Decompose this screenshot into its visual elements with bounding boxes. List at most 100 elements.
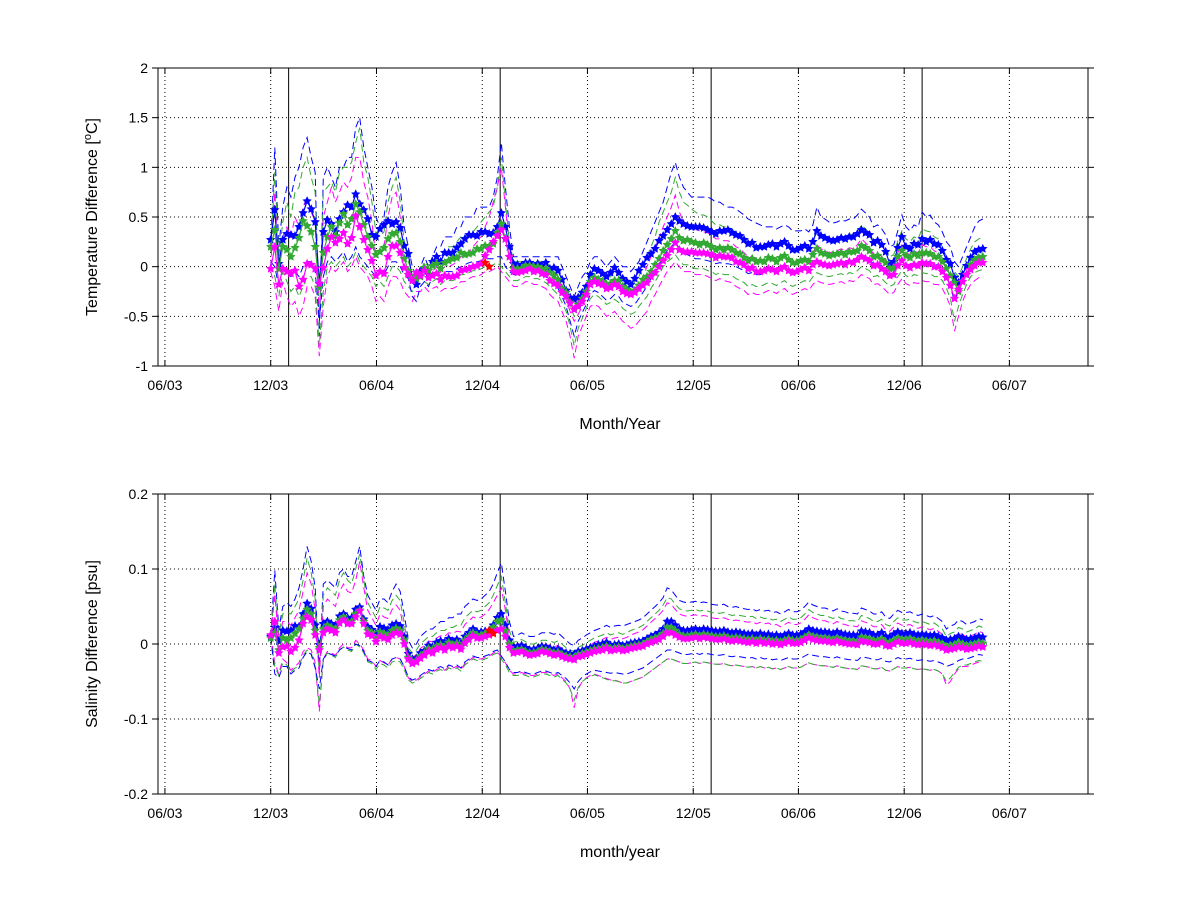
temperature-series-2-point <box>342 238 353 248</box>
temperature-series-2-point <box>496 225 506 234</box>
temperature-series-2-point <box>553 280 563 290</box>
salinity-series-2-point <box>306 615 316 624</box>
temperature-series-0-point <box>864 230 875 239</box>
temperature-series-1-point <box>286 251 296 261</box>
temperature-series-2-point <box>893 260 903 270</box>
temperature-series-0-point <box>363 214 373 223</box>
temperature-series-2-point <box>266 263 276 273</box>
temperature-series-1-point <box>435 263 446 273</box>
temperature-series-3-point <box>480 257 490 267</box>
temperature-series-2-point <box>306 259 316 269</box>
temperature-series-1-point <box>549 270 559 280</box>
temperature-series-2-point <box>351 211 361 220</box>
temperature-series-2-point <box>881 266 891 276</box>
temperature-series-2-point <box>666 244 676 254</box>
salinity-x-tick-label: 12/06 <box>887 805 922 821</box>
salinity-series <box>267 599 988 668</box>
temperature-series-0-point <box>666 219 676 228</box>
temperature-series-0-point <box>298 208 308 217</box>
temperature-series-2-point <box>654 261 664 271</box>
temperature-series-0-point <box>872 235 883 245</box>
temperature-series-0-point <box>605 267 616 277</box>
temperature-series-1-point <box>897 245 907 255</box>
temperature-series-0-point <box>933 239 943 249</box>
temperature-series-2-point <box>294 281 304 291</box>
salinity-series-1-point <box>286 633 296 642</box>
temperature-series-0-point <box>278 234 288 244</box>
temperature-series-1-point <box>395 236 405 246</box>
temperature-series-1-point <box>282 244 292 254</box>
salinity-y-axis-label: Salinity Difference [psu] <box>84 560 101 728</box>
temperature-series-1-point <box>270 225 280 234</box>
temperature-series <box>266 190 988 314</box>
temperature-series-3-point <box>484 261 494 271</box>
temperature-series-0-point <box>881 246 891 256</box>
temperature-series-2-point <box>727 252 737 262</box>
temperature-series-2-point <box>658 255 668 265</box>
temperature-series-1-point <box>298 216 308 225</box>
temperature-series-0-point <box>614 267 624 277</box>
temperature-series-2-point <box>941 272 952 282</box>
temperature-series-0-point <box>804 243 814 253</box>
temperature-series-2-point <box>739 259 749 269</box>
temperature-x-tick-label: 12/05 <box>676 377 711 393</box>
temperature-series-2-point <box>415 270 426 280</box>
temperature-series-1-point <box>779 250 790 260</box>
temperature-series-1-point <box>391 228 401 237</box>
temperature-series-2-point <box>597 279 608 289</box>
temperature-series-2-point <box>452 270 462 280</box>
temperature-series-2-point <box>314 278 324 288</box>
temperature-series-1-point <box>326 222 337 231</box>
temperature-series-0-point <box>735 231 745 240</box>
temperature-series-1-point <box>852 245 863 255</box>
salinity-series-2-point <box>351 612 361 621</box>
temperature-series-1-point <box>658 245 668 255</box>
temperature-series-2-point <box>431 268 442 278</box>
temperature-series-1-point <box>310 241 320 251</box>
temperature-x-tick-label: 06/03 <box>147 377 182 393</box>
salinity-series-2-point <box>395 629 405 639</box>
salinity-series-2-point <box>403 654 413 663</box>
temperature-series-0-point <box>747 237 757 247</box>
temperature-series-1-point <box>812 243 822 253</box>
temperature-series-0-point <box>662 225 672 234</box>
temperature-series-0-point <box>306 204 316 214</box>
temperature-series-2-point <box>419 265 430 275</box>
temperature-series-0-point <box>391 217 401 226</box>
temperature-series-2-point <box>395 247 405 257</box>
temperature-series-2-point <box>379 268 389 278</box>
salinity-y-tick-label: -0.2 <box>124 786 148 802</box>
temperature-series-1-point <box>735 248 745 258</box>
temperature-y-tick-label: 0.5 <box>129 209 149 225</box>
temperature-series-0-point <box>310 217 320 226</box>
temperature-series-1-point <box>294 233 304 242</box>
salinity-y-tick-label: 0.1 <box>129 561 149 577</box>
temperature-series-0-point <box>925 234 935 244</box>
temperature-series-2-point <box>557 287 567 297</box>
salinity-series-2-point <box>383 634 393 644</box>
temperature-series-markers-2 <box>266 211 988 314</box>
salinity-x-tick-label: 12/05 <box>676 805 711 821</box>
temperature-series-0-point <box>779 236 790 246</box>
temperature-series-2-point <box>642 277 652 287</box>
temperature-series-1-point <box>334 218 345 227</box>
temperature-series-1-point <box>383 234 393 243</box>
temperature-x-tick-label: 12/03 <box>253 377 288 393</box>
temperature-series-1-point <box>864 245 875 255</box>
temperature-series-1-point <box>306 227 316 236</box>
salinity-series-2-point <box>282 641 292 651</box>
temperature-series-1-point <box>367 240 377 250</box>
temperature-series-0-point <box>270 205 280 214</box>
salinity-series-2-point <box>298 618 308 628</box>
temperature-x-tick-label: 06/04 <box>359 377 394 393</box>
temperature-series-0-point <box>670 212 680 221</box>
salinity-series-2-point <box>310 630 320 639</box>
salinity-series-2-point <box>294 635 304 645</box>
salinity-x-ticks: 06/03 12/03 06/04 12/04 06/05 12/05 06/06 12/06… <box>147 494 1027 821</box>
salinity-series-2-point <box>367 630 377 640</box>
temperature-series-0-point <box>318 227 328 236</box>
salinity-y-tick-label: -0.1 <box>124 711 148 727</box>
temperature-series-2-point <box>581 289 591 299</box>
